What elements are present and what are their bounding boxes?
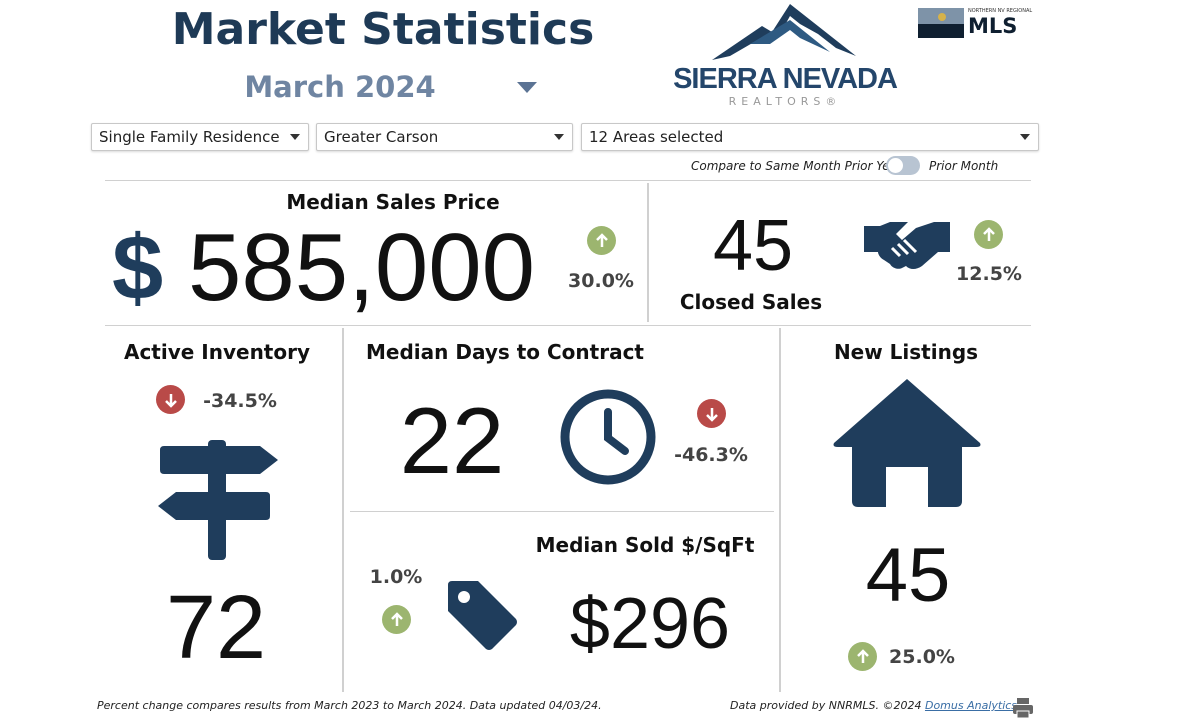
active-inventory-value: 72 [165, 578, 267, 678]
divider [105, 325, 1031, 326]
print-icon[interactable] [1012, 697, 1034, 723]
handshake-icon [862, 218, 952, 276]
chevron-down-icon [554, 134, 564, 140]
credit-text: Data provided by NNRMLS. ©2024 [730, 699, 925, 712]
median-sales-price-change: 30.0% [568, 270, 634, 292]
compare-prior-year-label: Compare to Same Month Prior Year [691, 159, 902, 173]
new-listings-value: 45 [865, 533, 951, 618]
arrow-down-icon [697, 399, 726, 428]
page-title: Market Statistics [171, 4, 595, 55]
closed-sales-change: 12.5% [956, 263, 1022, 285]
areas-select[interactable]: 12 Areas selected [581, 123, 1039, 151]
arrow-up-icon [848, 642, 877, 671]
closed-sales-value: 45 [712, 206, 794, 286]
median-sqft-change: 1.0% [369, 566, 423, 588]
median-sqft-value: $296 [569, 584, 731, 664]
median-days-title: Median Days to Contract [366, 340, 644, 364]
region-value: Greater Carson [324, 128, 439, 146]
median-sqft-title: Median Sold $/SqFt [535, 533, 755, 557]
signpost-icon [156, 440, 280, 566]
arrow-up-icon [587, 226, 616, 255]
arrow-up-icon [382, 605, 411, 634]
chevron-down-icon [1020, 134, 1030, 140]
month-dropdown-caret-icon[interactable] [517, 82, 537, 93]
median-sales-price-value: 585,000 [188, 214, 536, 321]
compare-prior-month-label: Prior Month [929, 159, 999, 173]
median-days-change: -46.3% [674, 444, 748, 466]
footer-credit: Data provided by NNRMLS. ©2024 Domus Ana… [730, 699, 1017, 712]
domus-analytics-link[interactable]: Domus Analytics [924, 699, 1018, 712]
new-listings-change: 25.0% [889, 646, 955, 668]
divider [342, 328, 344, 692]
sierra-nevada-realtors-logo: SIERRA NEVADA REALTORS® [673, 4, 898, 108]
nnr-mls-logo: NORTHERN NV REGIONAL MLS [918, 8, 1032, 38]
region-select[interactable]: Greater Carson [316, 123, 573, 151]
closed-sales-title: Closed Sales [679, 290, 823, 314]
chevron-down-icon [290, 134, 300, 140]
active-inventory-title: Active Inventory [123, 340, 311, 364]
median-sales-price-title: Median Sales Price [286, 190, 500, 214]
arrow-up-icon [974, 220, 1003, 249]
compare-toggle[interactable] [886, 156, 920, 175]
dollar-sign-icon: $ [112, 217, 164, 319]
divider [350, 511, 774, 512]
property-type-select[interactable]: Single Family Residence [91, 123, 309, 151]
house-icon [832, 377, 982, 513]
footer-note: Percent change compares results from Mar… [97, 699, 602, 712]
divider [647, 183, 649, 322]
month-selector[interactable]: March 2024 [244, 70, 436, 104]
divider [779, 328, 781, 692]
active-inventory-change: -34.5% [203, 390, 277, 412]
areas-value: 12 Areas selected [589, 128, 724, 146]
divider [105, 180, 1031, 181]
median-days-value: 22 [399, 388, 505, 493]
arrow-down-icon [156, 385, 185, 414]
clock-icon [559, 388, 657, 490]
new-listings-title: New Listings [833, 340, 979, 364]
tag-icon [444, 577, 519, 656]
property-type-value: Single Family Residence [99, 128, 280, 146]
